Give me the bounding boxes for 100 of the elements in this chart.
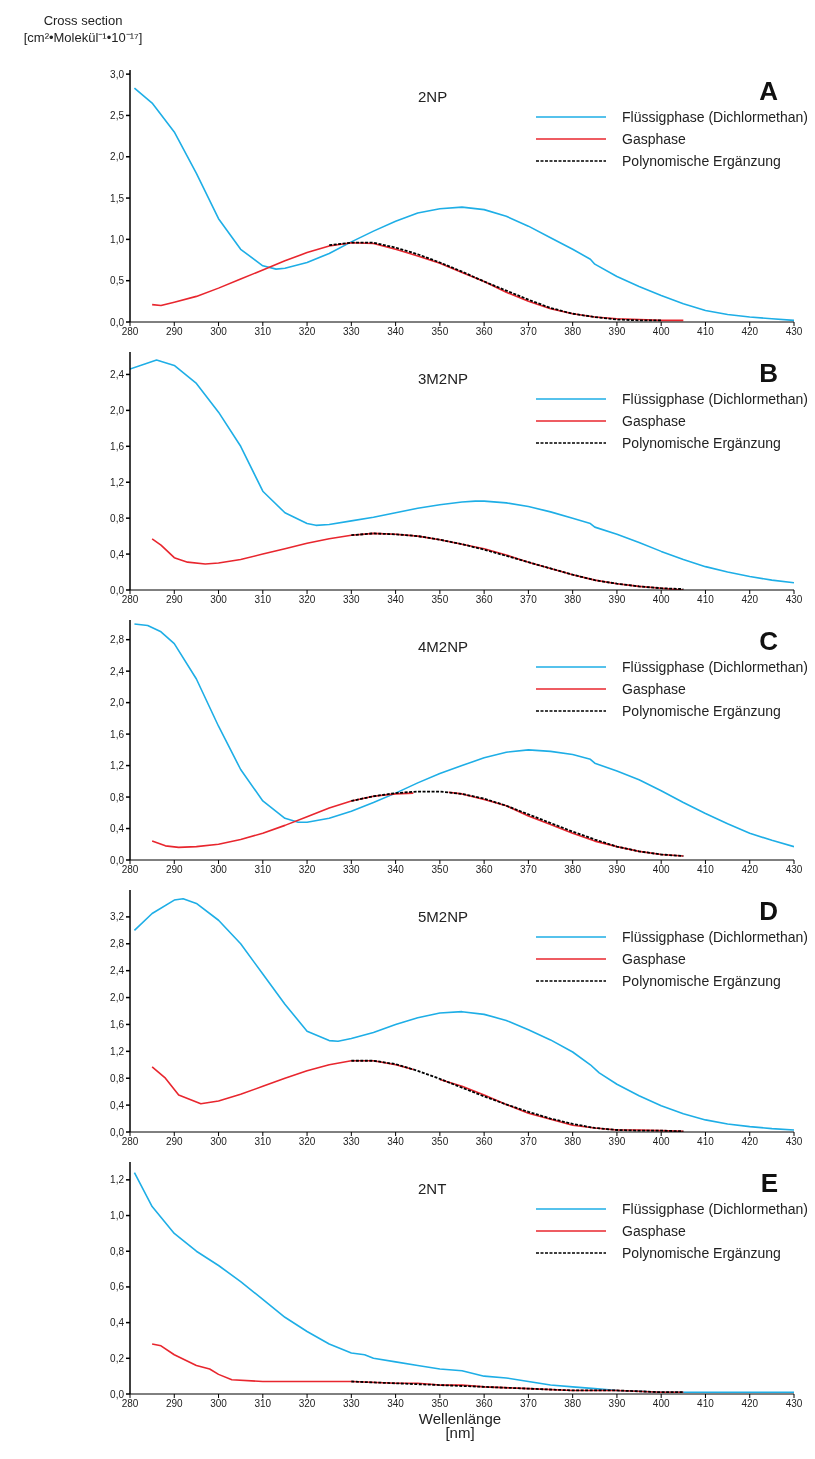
x-tick-label: 330 <box>342 326 361 338</box>
legend-label: Gasphase <box>622 951 686 967</box>
y-tick-label: 0,0 <box>110 1126 125 1138</box>
x-tick-label: 420 <box>741 864 759 876</box>
annotation: B <box>759 358 778 389</box>
x-tick-label: 390 <box>608 864 626 876</box>
x-tick-label: 430 <box>785 594 803 606</box>
legend-label: Polynomische Ergänzung <box>622 703 781 719</box>
legend-label: Polynomische Ergänzung <box>622 153 781 169</box>
x-tick-label: 370 <box>520 326 538 338</box>
y-tick-label: 0,0 <box>110 316 125 328</box>
x-tick-label: 390 <box>608 594 626 606</box>
x-tick-label: 380 <box>564 1136 582 1148</box>
x-tick-label: 370 <box>520 864 538 876</box>
x-tick-label: 310 <box>254 1398 272 1410</box>
x-tick-label: 320 <box>298 326 316 338</box>
x-tick-label: 280 <box>121 1136 139 1148</box>
x-tick-label: 350 <box>431 594 449 606</box>
y-tick-label: 2,4 <box>110 665 125 677</box>
y-tick-label: 2,8 <box>110 938 125 950</box>
y-tick-label: 0,8 <box>110 791 125 803</box>
annotation: C <box>759 626 778 657</box>
x-tick-label: 420 <box>741 1398 759 1410</box>
y-tick-label: 0,4 <box>110 548 125 560</box>
x-tick-label: 380 <box>564 1398 582 1410</box>
y-tick-label: 2,0 <box>110 697 125 709</box>
x-tick-label: 320 <box>298 594 316 606</box>
x-tick-label: 390 <box>608 326 626 338</box>
x-tick-label: 290 <box>165 326 184 338</box>
y-tick-label: 0,8 <box>110 512 125 524</box>
y-tick-label: 2,8 <box>110 634 125 646</box>
x-tick-label: 360 <box>475 594 493 606</box>
x-tick-label: 400 <box>652 1398 670 1410</box>
y-tick-label: 0,4 <box>110 1317 125 1329</box>
x-tick-label: 410 <box>697 1398 715 1410</box>
x-tick-label: 400 <box>652 864 670 876</box>
x-tick-label: 410 <box>697 1136 715 1148</box>
y-tick-label: 1,0 <box>110 1210 125 1222</box>
annotation: E <box>760 1168 778 1199</box>
x-tick-label: 400 <box>652 326 670 338</box>
y-tick-label: 0,0 <box>110 1388 125 1400</box>
x-tick-label: 330 <box>342 594 361 606</box>
y-tick-label: 1,2 <box>110 760 125 772</box>
legend-label: Gasphase <box>622 1223 686 1239</box>
legend-label: Flüssigphase (Dichlormethan) <box>622 929 808 945</box>
y-tick-label: 0,8 <box>110 1245 125 1257</box>
x-tick-label: 350 <box>431 1136 449 1148</box>
x-tick-label: 380 <box>564 326 582 338</box>
x-tick-label: 310 <box>254 594 272 606</box>
x-tick-label: 420 <box>741 326 759 338</box>
x-tick-label: 380 <box>564 594 582 606</box>
y-tick-label: 2,0 <box>110 151 125 163</box>
x-tick-label: 300 <box>210 326 228 338</box>
x-tick-label: 420 <box>741 594 759 606</box>
legend-label: Gasphase <box>622 413 686 429</box>
line-series <box>151 241 685 322</box>
x-tick-label: 310 <box>254 864 272 876</box>
x-tick-label: 340 <box>387 594 405 606</box>
x-tick-label: 300 <box>210 594 228 606</box>
x-tick-label: 280 <box>121 1398 139 1410</box>
y-tick-label: 2,0 <box>110 404 125 416</box>
y-tick-label: 3,0 <box>110 68 125 80</box>
y-tick-label: 0,8 <box>110 1072 125 1084</box>
x-tick-label: 410 <box>697 594 715 606</box>
legend-label: Polynomische Ergänzung <box>622 1245 781 1261</box>
x-tick-label: 320 <box>298 1136 316 1148</box>
x-tick-label: 280 <box>121 326 139 338</box>
x-tick-label: 410 <box>697 864 715 876</box>
y-tick-label: 1,2 <box>110 476 125 488</box>
legend-label: Gasphase <box>622 131 686 147</box>
y-tick-label: 2,0 <box>110 992 125 1004</box>
y-tick-label: 3,2 <box>110 911 125 923</box>
legend-label: Flüssigphase (Dichlormethan) <box>622 109 808 125</box>
x-tick-label: 320 <box>298 1398 316 1410</box>
x-tick-label: 360 <box>475 864 493 876</box>
x-tick-label: 330 <box>342 1136 361 1148</box>
x-tick-label: 400 <box>652 1136 670 1148</box>
x-tick-label: 430 <box>785 326 803 338</box>
x-tick-label: 430 <box>785 864 803 876</box>
text: 5M2NP <box>418 908 469 925</box>
y-tick-label: 1,5 <box>110 192 125 204</box>
y-tick-label: 1,2 <box>110 1045 125 1057</box>
x-tick-label: 340 <box>387 1136 405 1148</box>
x-tick-label: 300 <box>210 1136 228 1148</box>
x-tick-label: 430 <box>785 1136 803 1148</box>
x-tick-label: 350 <box>431 326 449 338</box>
legend-label: Polynomische Ergänzung <box>622 973 781 989</box>
x-tick-label: 300 <box>210 864 228 876</box>
x-tick-label: 340 <box>387 326 405 338</box>
y-tick-label: 0,0 <box>110 584 125 596</box>
x-tick-label: 290 <box>165 594 184 606</box>
y-tick-label: 0,4 <box>110 1099 125 1111</box>
x-tick-label: 280 <box>121 864 139 876</box>
annotation: A <box>759 76 778 107</box>
y-axis-title: Cross section [cm²•Molekül⁻¹•10⁻¹⁷] <box>22 12 144 46</box>
y-tick-label: 2,4 <box>110 965 125 977</box>
x-tick-label: 290 <box>165 864 184 876</box>
y-tick-label: 0,5 <box>110 275 125 287</box>
x-tick-label: 340 <box>387 864 405 876</box>
text: 2NT <box>418 1180 447 1197</box>
